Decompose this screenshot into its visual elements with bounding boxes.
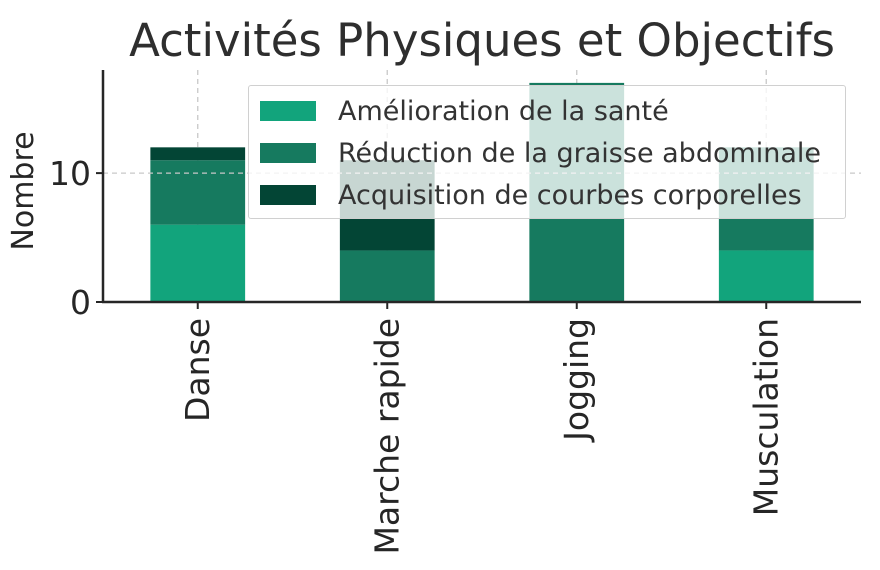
y-axis-label: Nombre: [6, 131, 41, 250]
bar-segment: [339, 250, 435, 302]
chart-title: Activités Physiques et Objectifs: [129, 14, 835, 67]
bar-segment: [150, 147, 246, 161]
legend-item: Acquisition de courbes corporelles: [260, 179, 802, 211]
bar-segment: [150, 160, 246, 225]
x-tick-label: Jogging: [557, 318, 596, 443]
bar-segment: [718, 250, 814, 302]
y-tick-label: 0: [70, 283, 91, 322]
x-tick-label: Musculation: [746, 318, 785, 516]
y-tick-label: 10: [49, 154, 91, 193]
bar-segment: [150, 224, 246, 302]
legend-label: Amélioration de la santé: [338, 95, 669, 127]
legend-item: Réduction de la graisse abdominale: [260, 137, 822, 169]
legend-swatch: [260, 143, 316, 163]
x-tick-label: Danse: [178, 318, 217, 422]
legend-swatch: [260, 101, 316, 121]
legend-swatch: [260, 185, 316, 205]
legend-label: Acquisition de courbes corporelles: [338, 179, 802, 211]
legend: Amélioration de la santé Réduction de la…: [248, 85, 846, 219]
x-tick-label: Marche rapide: [367, 318, 406, 555]
legend-label: Réduction de la graisse abdominale: [338, 137, 822, 169]
legend-item: Amélioration de la santé: [260, 95, 669, 127]
